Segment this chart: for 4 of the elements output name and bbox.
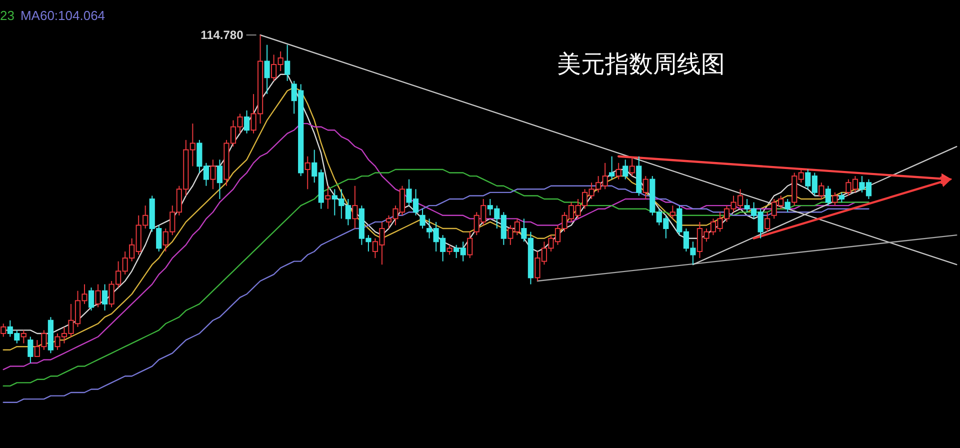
annotation: 114.780 xyxy=(200,28,244,42)
title: 美元指数周线图 xyxy=(557,51,725,78)
legend: 23 MA60:104.064 xyxy=(0,8,106,23)
annotation: 114.780 xyxy=(200,28,257,42)
